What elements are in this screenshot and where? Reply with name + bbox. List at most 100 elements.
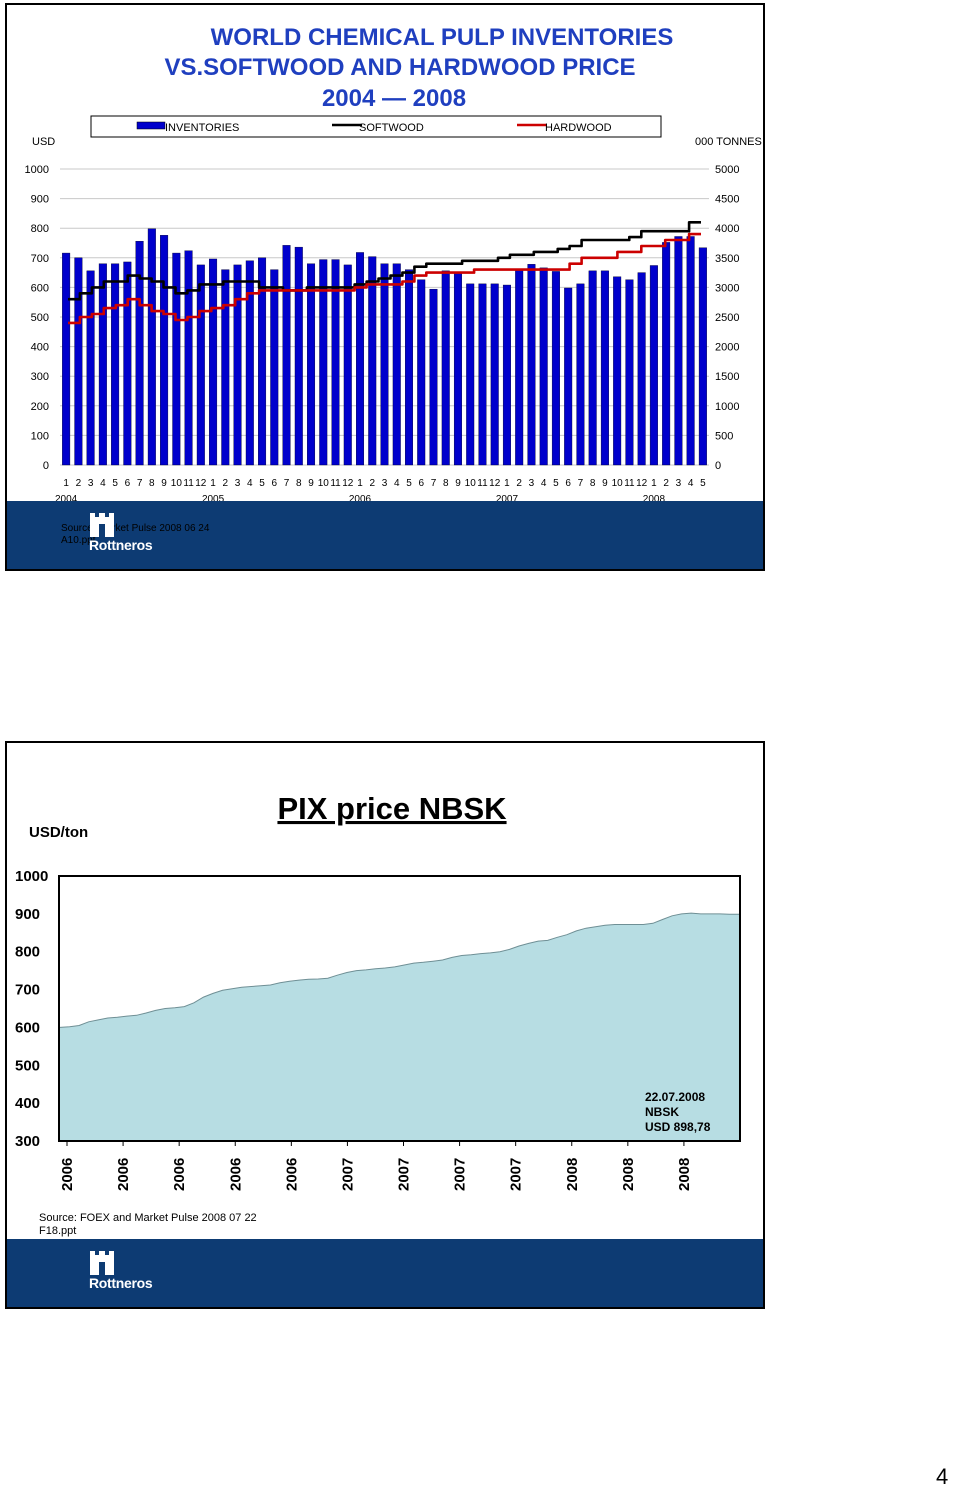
right-tick-label: 1500 (715, 371, 739, 383)
softwood-price-line (68, 221, 701, 301)
left-tick-label: 200 (31, 401, 49, 413)
source2-line-1: Source: FOEX and Market Pulse 2008 07 22 (39, 1212, 257, 1224)
logo-wordmark-2: Rottneros (89, 1275, 153, 1291)
right-tick-label: 2000 (715, 342, 739, 354)
right-tick-label: 3500 (715, 253, 739, 265)
inventory-bar (98, 263, 107, 466)
month-tick-label: 8 (443, 478, 449, 489)
inventory-bar (233, 264, 242, 466)
inventory-bar (674, 236, 683, 466)
left-tick-label: 500 (31, 312, 49, 324)
inventory-bar (625, 279, 634, 466)
month-tick-label: 10 (612, 478, 624, 489)
month-tick-label: 10 (171, 478, 183, 489)
chart2-title: PIX price NBSK (277, 791, 507, 826)
chart1-lines (68, 221, 701, 325)
inventory-bar (331, 259, 340, 466)
source-line-1: Source: Market Pulse 2008 06 24 (61, 523, 210, 534)
month-tick-label: 1 (651, 478, 657, 489)
month-tick-label: 3 (235, 478, 241, 489)
month-tick-label: 4 (394, 478, 400, 489)
right-tick-label: 1000 (715, 401, 739, 413)
inventory-bar (417, 279, 426, 466)
inventory-bar (515, 270, 524, 466)
left-tick-label: 1000 (25, 164, 49, 176)
inventory-bar (270, 269, 279, 466)
month-tick-label: 10 (465, 478, 477, 489)
inventory-bar (86, 270, 95, 466)
x-tick-label: 2006 (115, 1158, 132, 1191)
x-tick-label: 2008 (620, 1158, 637, 1191)
y-tick-label: 700 (15, 982, 40, 999)
left-tick-label: 100 (31, 430, 49, 442)
left-tick-label: 600 (31, 282, 49, 294)
source-line-2: A10.ppt (61, 535, 96, 546)
inventory-bar (392, 263, 401, 466)
month-tick-label: 6 (125, 478, 131, 489)
slide-pix-price-nbsk: PIX price NBSK USD/ton 1000 900 800 700 600 5… (5, 741, 765, 1309)
inventory-bar (429, 288, 438, 466)
month-tick-label: 2 (663, 478, 669, 489)
x-tick-label: 2006 (283, 1158, 300, 1191)
y-tick-label: 400 (15, 1095, 40, 1112)
inventory-bar (539, 267, 548, 466)
year-tick-label: 2007 (496, 494, 519, 503)
month-tick-label: 1 (210, 478, 216, 489)
x-tick-label: 2008 (676, 1158, 693, 1191)
month-tick-label: 11 (183, 478, 194, 489)
inventory-bar (527, 264, 536, 466)
inventory-bar (123, 261, 132, 466)
rottneros-logo-2: Rottneros (89, 1251, 189, 1295)
month-tick-label: 1 (357, 478, 363, 489)
legend-softwood-label: SOFTWOOD (359, 122, 424, 134)
inventory-bar (135, 241, 144, 466)
right-tick-label: 0 (715, 460, 721, 472)
chart2-plot (58, 875, 741, 1142)
inventory-bar (490, 283, 499, 466)
footer-band: Source: Market Pulse 2008 06 24 A10.ppt … (7, 501, 763, 569)
month-tick-label: 11 (330, 478, 341, 489)
month-tick-label: 4 (100, 478, 106, 489)
year-tick-label: 2005 (202, 494, 225, 503)
month-tick-label: 9 (455, 478, 461, 489)
inventory-bar (307, 263, 316, 466)
legend-hardwood-label: HARDWOOD (545, 122, 612, 134)
inventory-bar (441, 270, 450, 466)
left-tick-label: 300 (31, 371, 49, 383)
month-tick-label: 7 (578, 478, 584, 489)
nbsk-line (59, 912, 739, 1028)
month-tick-label: 4 (688, 478, 694, 489)
footer-band-2: Rottneros (7, 1239, 763, 1307)
x-tick-label: 2006 (171, 1158, 188, 1191)
right-tick-label: 4500 (715, 194, 739, 206)
inventory-bar (686, 236, 695, 466)
left-tick-label: 700 (31, 253, 49, 265)
month-tick-label: 2 (76, 478, 82, 489)
chart2-axis-labels: 1000 900 800 700 600 500 400 300 2006 2006 2006 200… (15, 868, 693, 1191)
chart1-axis-labels: 1000900800700600500400300200100050004500… (25, 164, 740, 503)
month-tick-label: 1 (504, 478, 510, 489)
month-tick-label: 5 (112, 478, 118, 489)
month-tick-label: 7 (431, 478, 437, 489)
tower-logo-icon (90, 1251, 114, 1275)
annotation-date: 22.07.2008 (645, 1090, 705, 1104)
right-axis-unit: 000 TONNES (695, 136, 762, 148)
month-tick-label: 10 (318, 478, 330, 489)
source2-line-2: F18.ppt (39, 1225, 76, 1237)
hardwood-price-line (68, 232, 701, 325)
inventory-bar (404, 269, 413, 466)
month-tick-label: 3 (529, 478, 535, 489)
left-axis-unit: USD (32, 136, 55, 148)
right-tick-label: 5000 (715, 164, 739, 176)
y-tick-label: 900 (15, 906, 40, 923)
slide-inventories-vs-prices: WORLD CHEMICAL PULP INVENTORIES VS.SOFTW… (5, 3, 765, 571)
month-tick-label: 5 (406, 478, 412, 489)
month-tick-label: 4 (247, 478, 253, 489)
inventory-bar (74, 257, 83, 466)
rottneros-logo: Rottneros (89, 513, 189, 557)
y-tick-label: 300 (15, 1133, 40, 1150)
month-tick-label: 12 (636, 478, 648, 489)
y-tick-label: 500 (15, 1057, 40, 1074)
legend-inventories-label: INVENTORIES (165, 122, 239, 134)
month-tick-label: 8 (296, 478, 302, 489)
